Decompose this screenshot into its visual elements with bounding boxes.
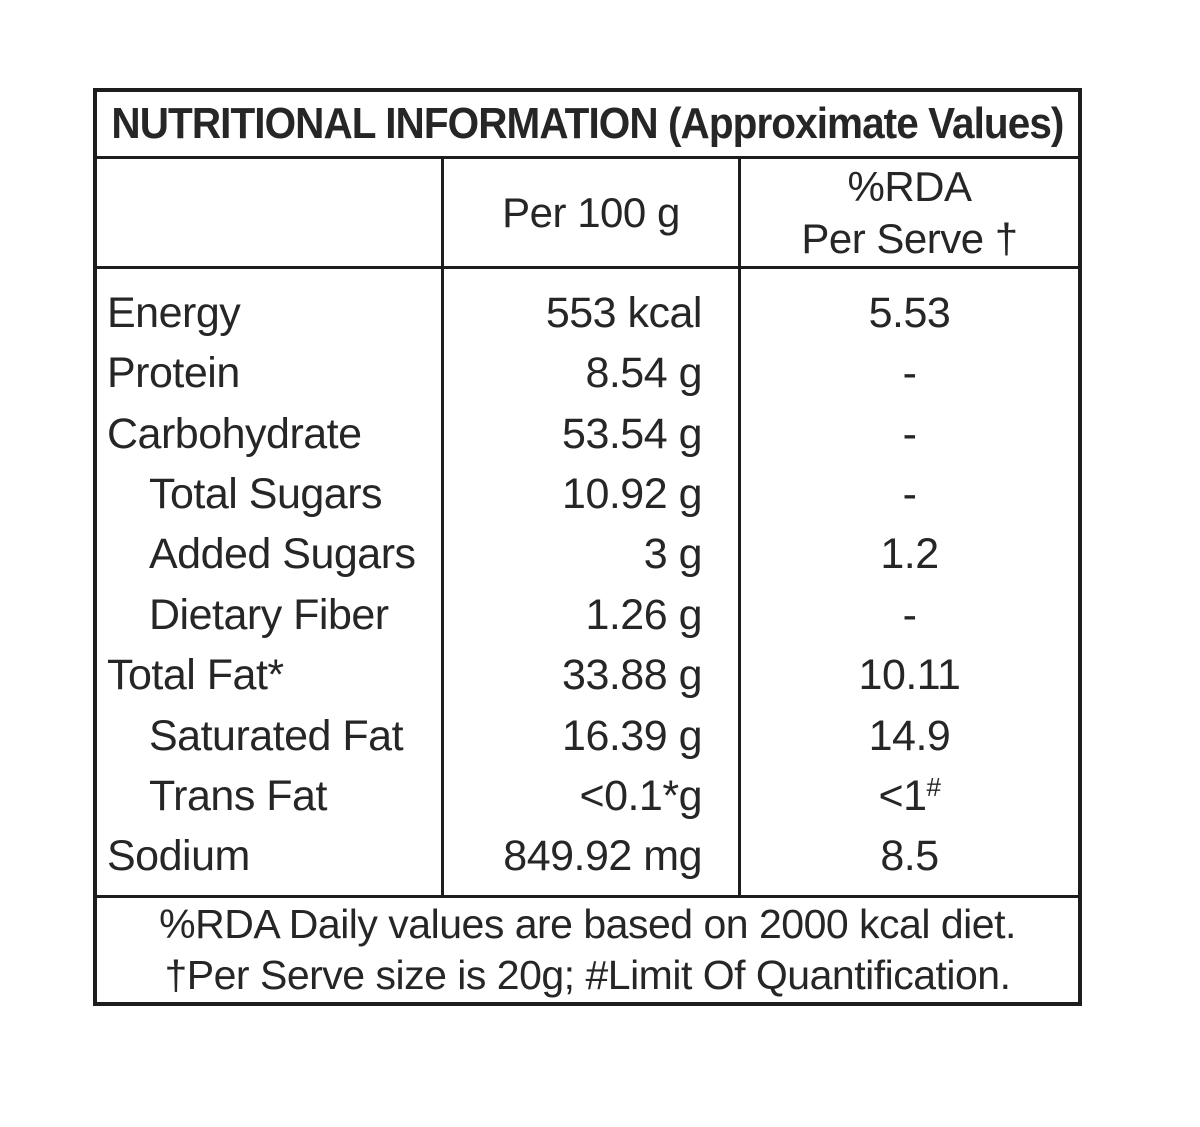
nutrient-label: Carbohydrate	[107, 409, 362, 458]
nutrient-label: Total Sugars	[149, 469, 383, 518]
nutrient-label: Dietary Fiber	[149, 590, 389, 639]
per-100g-value: 10.92 g	[562, 469, 702, 518]
rda-value: 8.5	[880, 832, 939, 881]
per-100g-value: 553 kcal	[545, 288, 703, 337]
header-cell-rda: %RDA Per Serve †	[741, 159, 1078, 266]
rda-value: <1 #	[878, 771, 941, 820]
rda-header-line2: Per Serve †	[801, 214, 1018, 262]
table-title: NUTRITIONAL INFORMATION (Approximate Val…	[111, 99, 1064, 148]
nutrient-label: Saturated Fat	[149, 711, 404, 760]
table-header-row: Per 100 g %RDA Per Serve †	[97, 159, 1078, 269]
rda-value: 14.9	[868, 711, 951, 760]
table-body: Energy Protein Carbohydrate Total Sugars…	[97, 269, 1078, 895]
footnote-line1: %RDA Daily values are based on 2000 kcal…	[159, 901, 1016, 947]
nutrient-label: Sodium	[107, 832, 250, 881]
header-cell-per-100g: Per 100 g	[444, 159, 741, 266]
rda-column: 5.53 - - - 1.2 - 10.11 14.9 <1 # 8.5	[741, 269, 1078, 895]
footnote: %RDA Daily values are based on 2000 kcal…	[97, 895, 1078, 1002]
per-100g-value: 849.92 mg	[503, 832, 702, 881]
per-100g-value: 53.54 g	[562, 409, 702, 458]
per-100g-value: 3 g	[643, 530, 703, 579]
nutrient-label: Energy	[107, 288, 241, 337]
rda-value: -	[902, 590, 917, 639]
nutrient-label: Protein	[107, 349, 240, 398]
rda-value: -	[902, 349, 917, 398]
per-100g-value: 1.26 g	[585, 590, 702, 639]
per-100g-value: 16.39 g	[562, 711, 702, 760]
rda-value: -	[902, 469, 917, 518]
rda-value: 10.11	[858, 651, 961, 700]
nutrient-label: Total Fat*	[107, 651, 284, 700]
per-100g-value: <0.1*g	[579, 771, 702, 820]
per-100g-column: 553 kcal 8.54 g 53.54 g 10.92 g 3 g 1.26…	[444, 269, 741, 895]
nutrient-label-column: Energy Protein Carbohydrate Total Sugars…	[97, 269, 444, 895]
rda-header-line1: %RDA	[847, 162, 972, 210]
header-cell-empty	[97, 159, 444, 266]
rda-value: -	[902, 409, 917, 458]
footnote-line2: †Per Serve size is 20g; #Limit Of Quanti…	[164, 952, 1011, 998]
nutrient-label: Added Sugars	[149, 530, 416, 579]
nutrition-table: NUTRITIONAL INFORMATION (Approximate Val…	[93, 88, 1082, 1006]
per-100g-value: 33.88 g	[562, 651, 702, 700]
table-title-row: NUTRITIONAL INFORMATION (Approximate Val…	[97, 92, 1078, 159]
per-100g-value: 8.54 g	[585, 349, 702, 398]
rda-value: 1.2	[880, 530, 939, 579]
nutrient-label: Trans Fat	[149, 771, 327, 820]
rda-value: 5.53	[868, 288, 951, 337]
